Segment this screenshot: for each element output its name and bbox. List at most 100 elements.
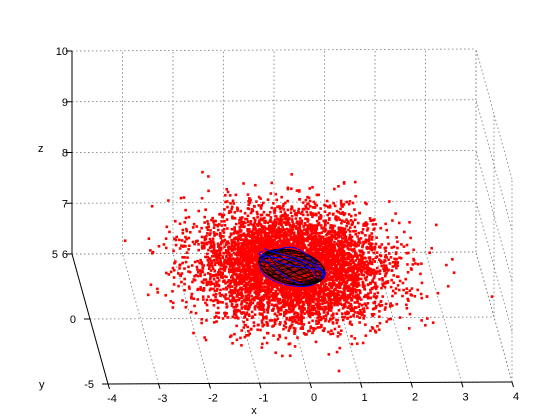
scatter-point xyxy=(272,304,276,307)
scatter-point xyxy=(356,268,359,271)
scatter-point xyxy=(285,221,289,224)
scatter-point xyxy=(287,296,291,300)
scatter-point xyxy=(364,334,368,337)
scatter-point xyxy=(244,257,248,261)
scatter-point xyxy=(311,298,315,301)
scatter-point xyxy=(274,351,278,355)
scatter-point xyxy=(279,210,283,213)
scatter-point xyxy=(374,306,378,310)
scatter-point xyxy=(401,294,404,298)
scatter-point xyxy=(347,248,351,251)
scatter-point xyxy=(299,299,303,302)
scatter-point xyxy=(203,336,206,339)
scatter-point xyxy=(248,286,252,290)
scatter-point xyxy=(233,310,236,314)
scatter-point xyxy=(308,303,312,306)
scatter-point xyxy=(230,270,233,274)
scatter-point xyxy=(348,200,352,203)
scatter-point xyxy=(183,220,187,224)
scatter-point xyxy=(278,288,282,291)
scatter-point xyxy=(249,245,253,248)
scatter-point xyxy=(323,327,326,330)
scatter-point xyxy=(180,280,183,284)
scatter-point xyxy=(233,227,236,231)
scatter-point xyxy=(358,253,362,257)
scatter-point xyxy=(263,225,266,228)
scatter-point xyxy=(244,312,247,316)
scatter-point xyxy=(230,205,234,209)
scatter-point xyxy=(324,219,328,222)
scatter-point xyxy=(187,270,190,273)
scatter-point xyxy=(249,222,252,226)
scatter-point xyxy=(253,232,256,236)
scatter-point xyxy=(321,257,324,261)
scatter-point xyxy=(392,245,396,249)
scatter-point xyxy=(200,226,203,230)
scatter-point xyxy=(357,261,361,265)
scatter-point xyxy=(191,226,195,229)
scatter-point xyxy=(384,253,388,257)
scatter-point xyxy=(297,190,301,193)
scatter-point xyxy=(266,308,269,312)
scatter-point xyxy=(268,301,271,305)
scatter-point xyxy=(354,194,357,198)
scatter-point xyxy=(291,220,294,224)
scatter-point xyxy=(350,296,353,300)
scatter-point xyxy=(238,228,242,232)
scatter-point xyxy=(363,276,367,280)
scatter-point xyxy=(200,245,204,249)
scatter-point xyxy=(356,263,359,267)
scatter-point xyxy=(267,254,271,258)
scatter-point xyxy=(335,209,339,213)
scatter-point xyxy=(298,198,302,201)
scatter-point xyxy=(180,239,184,242)
scatter-point xyxy=(206,232,209,235)
scatter-point xyxy=(204,208,207,211)
scatter-point xyxy=(239,255,243,259)
scatter-point xyxy=(220,273,223,276)
scatter-point xyxy=(231,296,235,299)
scatter-point xyxy=(309,245,313,249)
scatter-point xyxy=(317,289,321,293)
scatter-point xyxy=(337,239,340,243)
scatter-point xyxy=(216,276,219,279)
scatter-point xyxy=(289,228,293,231)
scatter-point xyxy=(203,215,206,219)
scatter-point xyxy=(275,294,278,297)
scatter-point xyxy=(436,291,440,295)
scatter-point xyxy=(356,254,359,258)
scatter-point xyxy=(212,278,216,281)
scatter-point xyxy=(306,213,310,217)
scatter-point xyxy=(233,211,237,214)
scatter-point xyxy=(223,269,227,272)
scatter-point xyxy=(268,227,272,231)
scatter-point xyxy=(257,270,261,274)
scatter-point xyxy=(184,235,187,239)
scatter-point xyxy=(239,287,243,290)
scatter-point xyxy=(237,237,241,241)
scatter-point xyxy=(259,328,262,332)
scatter-point xyxy=(218,270,222,274)
scatter-point xyxy=(267,233,270,237)
scatter-point xyxy=(227,247,230,251)
scatter-point xyxy=(256,274,259,277)
scatter-point xyxy=(328,295,331,299)
scatter-point xyxy=(394,212,397,215)
scatter-point xyxy=(365,202,368,206)
scatter-point xyxy=(238,225,242,229)
scatter-point xyxy=(227,297,230,300)
scatter-point xyxy=(220,224,224,227)
scatter-point xyxy=(210,282,214,286)
scatter-point xyxy=(257,239,261,243)
scatter-point xyxy=(288,310,292,313)
scatter-point xyxy=(365,224,368,227)
scatter-point xyxy=(345,244,348,248)
scatter-point xyxy=(202,298,205,301)
grid-line xyxy=(475,201,513,332)
scatter-point xyxy=(374,242,378,246)
scatter-point xyxy=(343,240,346,244)
scatter-point xyxy=(369,242,373,245)
scatter-point xyxy=(340,329,343,332)
scatter-point xyxy=(261,230,265,234)
scatter-point xyxy=(311,319,314,323)
